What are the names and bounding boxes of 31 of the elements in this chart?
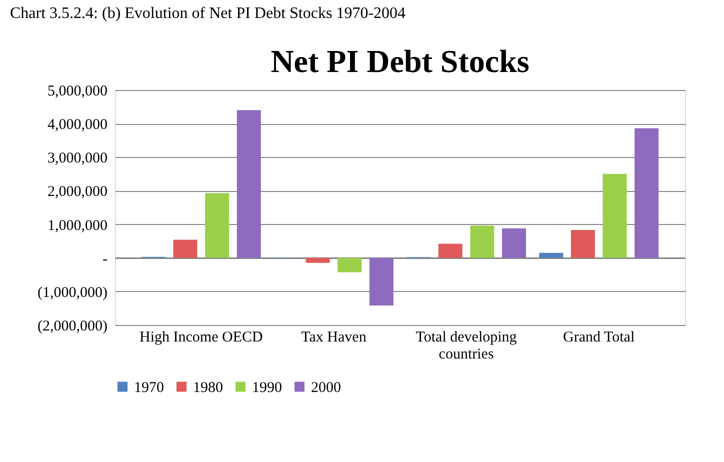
bar (173, 240, 198, 258)
x-tick-label: Tax Haven (301, 330, 367, 346)
legend-label: 1980 (193, 380, 223, 396)
bar (539, 252, 564, 258)
bar (338, 258, 362, 272)
x-tick-label: Grand Total (563, 330, 635, 346)
legend-label: 1990 (252, 380, 282, 396)
bar (236, 110, 261, 258)
y-tick-label: 2,000,000 (48, 184, 108, 200)
y-tick-label: 4,000,000 (48, 117, 108, 134)
y-tick-label: (1,000,000) (38, 284, 108, 301)
bar (634, 128, 659, 258)
legend-label: 1970 (134, 380, 164, 396)
y-tick-label: (2,000,000) (38, 318, 108, 334)
bar (306, 258, 330, 263)
y-tick-label: 1,000,000 (48, 218, 108, 234)
y-tick-label: 3,000,000 (48, 150, 108, 167)
bar (602, 174, 627, 258)
legend-label: 2000 (311, 380, 341, 396)
y-tick-label: - (102, 251, 108, 268)
caption: Chart 3.5.2.4: (b) Evolution of Net PI Debt Stocks 1970-2004 (10, 5, 406, 22)
x-tick-label: Total developing countries (416, 330, 518, 362)
x-tick-label: High Income OECD (140, 330, 263, 346)
bar (369, 258, 394, 306)
chart-title: Net PI Debt Stocks (270, 43, 530, 79)
bar (205, 193, 230, 258)
bar (438, 244, 462, 258)
bar (470, 226, 494, 258)
bar (502, 228, 526, 258)
y-tick-label: 5,000,000 (48, 84, 108, 100)
bar (570, 230, 595, 258)
